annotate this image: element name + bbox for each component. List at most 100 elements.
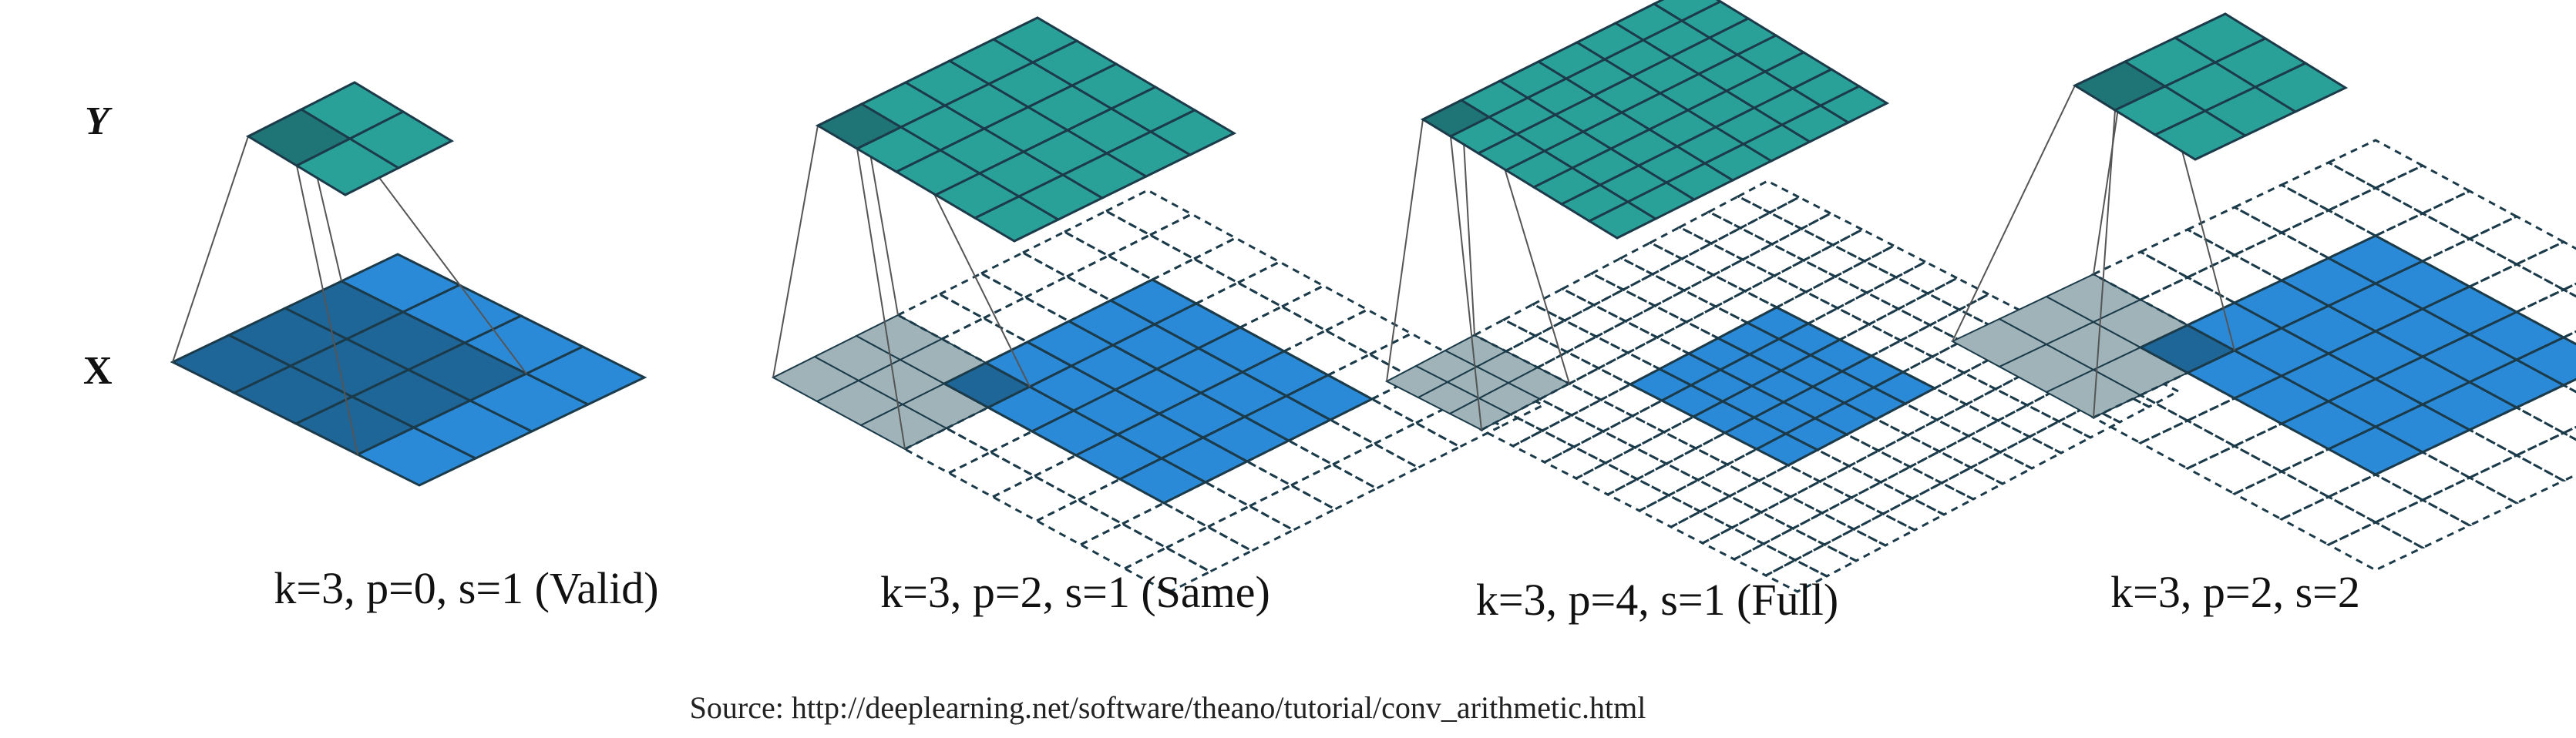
padding-cell xyxy=(1760,527,1828,562)
padding-cell xyxy=(1064,254,1155,302)
padding-cell xyxy=(1932,371,1999,406)
padding-cell xyxy=(2514,240,2576,291)
padding-cell xyxy=(1902,387,1969,421)
padding-cell xyxy=(1798,212,1865,247)
padding-cell xyxy=(1769,227,1836,262)
padding-cell xyxy=(1163,525,1255,573)
output-grid xyxy=(815,16,1237,243)
panel-1 xyxy=(771,16,1546,594)
padding-cell xyxy=(1861,244,1929,279)
padding-cell xyxy=(1652,289,1719,324)
padding-cell xyxy=(1724,448,1791,482)
padding-cell xyxy=(1605,478,1672,512)
padding-cell xyxy=(2467,454,2567,505)
padding-cell xyxy=(1119,502,1211,549)
padding-cell xyxy=(1905,418,1972,453)
output-axis-label: Y xyxy=(85,99,109,143)
padding-cell xyxy=(1061,210,1153,257)
padding-cell xyxy=(987,430,1079,478)
padding-cell xyxy=(1832,260,1899,294)
padding-cell xyxy=(1939,466,2006,501)
padding-cell xyxy=(943,406,1035,454)
padding-cell xyxy=(2420,190,2520,240)
padding-cell xyxy=(1202,460,1294,508)
padding-cell xyxy=(1367,332,1458,380)
padding-cell xyxy=(1600,414,1667,449)
padding-cell xyxy=(1286,418,1377,466)
padding-cell xyxy=(1898,324,1965,358)
padding-cell xyxy=(1103,189,1195,236)
padding-cell xyxy=(1596,351,1663,386)
padding-cell xyxy=(1537,382,1604,417)
padding-cell xyxy=(990,475,1081,522)
padding-cell xyxy=(1700,526,1767,561)
padding-cell xyxy=(2325,473,2426,524)
padding-cell xyxy=(1968,451,2035,485)
padding-cell xyxy=(1848,481,1915,515)
output-grid xyxy=(2072,12,2349,161)
padding-cell xyxy=(1936,434,2003,469)
padding-cell xyxy=(1598,383,1665,418)
padding-cell xyxy=(1830,228,1897,263)
padding-cell xyxy=(980,296,1072,344)
padding-cell xyxy=(1708,226,1775,261)
padding-cell xyxy=(1323,308,1414,356)
padding-cell xyxy=(2231,183,2332,234)
padding-cell xyxy=(1632,431,1699,465)
padding-cell xyxy=(1022,275,1114,323)
padding-cell xyxy=(1927,308,1994,343)
padding-cell xyxy=(946,451,1037,498)
output-cell xyxy=(1818,85,1890,124)
padding-cell xyxy=(2137,228,2238,279)
input-grid xyxy=(1384,179,2181,593)
padding-cell xyxy=(1618,241,1685,276)
projection-line xyxy=(2093,109,2116,418)
padding-cell xyxy=(1803,275,1870,310)
padding-cell xyxy=(1997,435,2064,470)
padding-cell xyxy=(1756,464,1823,498)
output-cell xyxy=(2252,62,2349,113)
output-cell xyxy=(347,110,455,169)
projection-line xyxy=(296,165,358,455)
padding-cell xyxy=(1963,387,2030,422)
padding-cell xyxy=(1880,497,1947,532)
source-citation: Source: http://deeplearning.net/software… xyxy=(689,690,1646,725)
padding-cell xyxy=(1244,439,1336,487)
padding-cell xyxy=(1559,272,1626,307)
padding-cell xyxy=(1683,305,1750,340)
padding-cell xyxy=(1634,462,1701,497)
output-cell xyxy=(1148,109,1237,156)
padding-cell xyxy=(1774,290,1841,325)
padding-cell xyxy=(1149,257,1241,305)
input-cell xyxy=(523,345,647,406)
padding-cell xyxy=(2514,288,2576,339)
padding-cell xyxy=(1676,210,1744,245)
padding-cell xyxy=(2278,161,2379,212)
padding-cell xyxy=(1661,415,1728,450)
padding-cell xyxy=(1740,243,1807,277)
padding-cell xyxy=(1846,449,1913,484)
padding-cell xyxy=(1147,213,1239,260)
output-grid xyxy=(245,81,455,196)
padding-cell xyxy=(2056,404,2123,439)
padding-cell xyxy=(1735,179,1802,214)
padding-cell xyxy=(1571,430,1638,465)
padding-cell xyxy=(1279,284,1370,332)
padding-cell xyxy=(1961,356,2028,391)
padding-cell xyxy=(1801,243,1868,278)
padding-cell xyxy=(1654,320,1721,355)
padding-cell xyxy=(2184,206,2285,257)
padding-cell xyxy=(978,251,1070,299)
padding-cell xyxy=(2026,420,2093,455)
padding-cell xyxy=(1532,319,1599,354)
padding-cell xyxy=(1075,478,1167,525)
padding-cell xyxy=(1542,445,1609,480)
padding-cell xyxy=(1934,403,2001,438)
padding-cell xyxy=(1727,479,1794,514)
padding-cell xyxy=(1679,242,1746,277)
padding-cell xyxy=(2184,444,2285,495)
padding-cell xyxy=(1742,274,1809,309)
padding-cell xyxy=(1821,528,1888,562)
